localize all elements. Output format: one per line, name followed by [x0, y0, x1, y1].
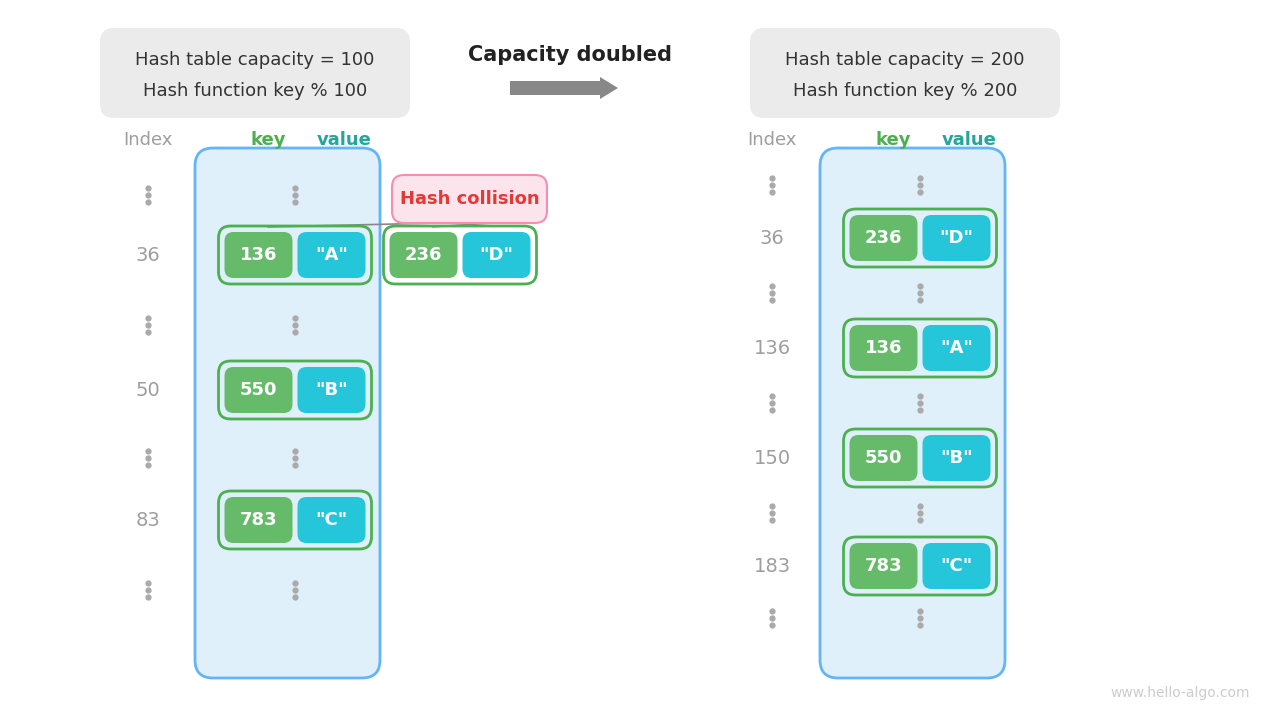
FancyBboxPatch shape [389, 232, 457, 278]
FancyBboxPatch shape [850, 325, 918, 371]
Text: 136: 136 [754, 338, 791, 358]
Text: key: key [251, 131, 285, 149]
FancyBboxPatch shape [850, 435, 918, 481]
Text: 236: 236 [865, 229, 902, 247]
Text: value: value [316, 131, 371, 149]
Text: 150: 150 [754, 449, 791, 467]
Text: Hash collision: Hash collision [399, 190, 539, 208]
Text: 236: 236 [404, 246, 443, 264]
Text: 136: 136 [865, 339, 902, 357]
Text: Index: Index [123, 131, 173, 149]
FancyBboxPatch shape [850, 215, 918, 261]
Text: 183: 183 [754, 557, 791, 575]
FancyBboxPatch shape [100, 28, 410, 118]
Text: "B": "B" [941, 449, 973, 467]
Text: "B": "B" [315, 381, 348, 399]
Text: 36: 36 [759, 228, 785, 248]
Text: "D": "D" [480, 246, 513, 264]
Text: 136: 136 [239, 246, 278, 264]
Text: 36: 36 [136, 246, 160, 264]
Text: "C": "C" [941, 557, 973, 575]
Text: Hash table capacity = 100: Hash table capacity = 100 [136, 50, 375, 68]
FancyBboxPatch shape [392, 175, 547, 223]
Text: Hash function key % 200: Hash function key % 200 [792, 82, 1018, 100]
Text: Hash table capacity = 200: Hash table capacity = 200 [785, 50, 1025, 68]
Text: 550: 550 [865, 449, 902, 467]
FancyBboxPatch shape [850, 543, 918, 589]
Text: 50: 50 [136, 380, 160, 400]
Text: 550: 550 [239, 381, 278, 399]
FancyBboxPatch shape [224, 232, 293, 278]
Polygon shape [509, 77, 618, 99]
FancyBboxPatch shape [923, 325, 991, 371]
Text: value: value [942, 131, 996, 149]
Text: "A": "A" [940, 339, 973, 357]
Text: 83: 83 [136, 510, 160, 529]
FancyBboxPatch shape [923, 215, 991, 261]
Text: "D": "D" [940, 229, 974, 247]
Text: 783: 783 [865, 557, 902, 575]
Text: "A": "A" [315, 246, 348, 264]
FancyBboxPatch shape [224, 367, 293, 413]
Text: key: key [876, 131, 911, 149]
Text: Hash function key % 100: Hash function key % 100 [143, 82, 367, 100]
Text: "C": "C" [315, 511, 348, 529]
FancyBboxPatch shape [750, 28, 1060, 118]
FancyBboxPatch shape [224, 497, 293, 543]
FancyBboxPatch shape [462, 232, 530, 278]
Text: www.hello-algo.com: www.hello-algo.com [1111, 686, 1251, 700]
FancyBboxPatch shape [820, 148, 1005, 678]
FancyBboxPatch shape [195, 148, 380, 678]
Text: 783: 783 [239, 511, 278, 529]
FancyBboxPatch shape [923, 543, 991, 589]
Text: Index: Index [748, 131, 796, 149]
FancyBboxPatch shape [297, 367, 366, 413]
FancyBboxPatch shape [297, 232, 366, 278]
FancyBboxPatch shape [923, 435, 991, 481]
Text: Capacity doubled: Capacity doubled [468, 45, 672, 65]
FancyBboxPatch shape [297, 497, 366, 543]
